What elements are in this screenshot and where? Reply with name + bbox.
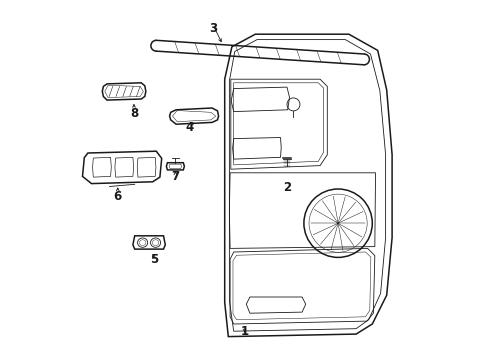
Text: 3: 3: [209, 22, 217, 35]
Text: 6: 6: [113, 190, 122, 203]
Text: 5: 5: [149, 253, 158, 266]
Text: 1: 1: [240, 325, 248, 338]
Text: 4: 4: [185, 121, 194, 134]
Text: 2: 2: [283, 181, 290, 194]
Text: 8: 8: [130, 107, 138, 120]
Text: 7: 7: [171, 170, 179, 183]
